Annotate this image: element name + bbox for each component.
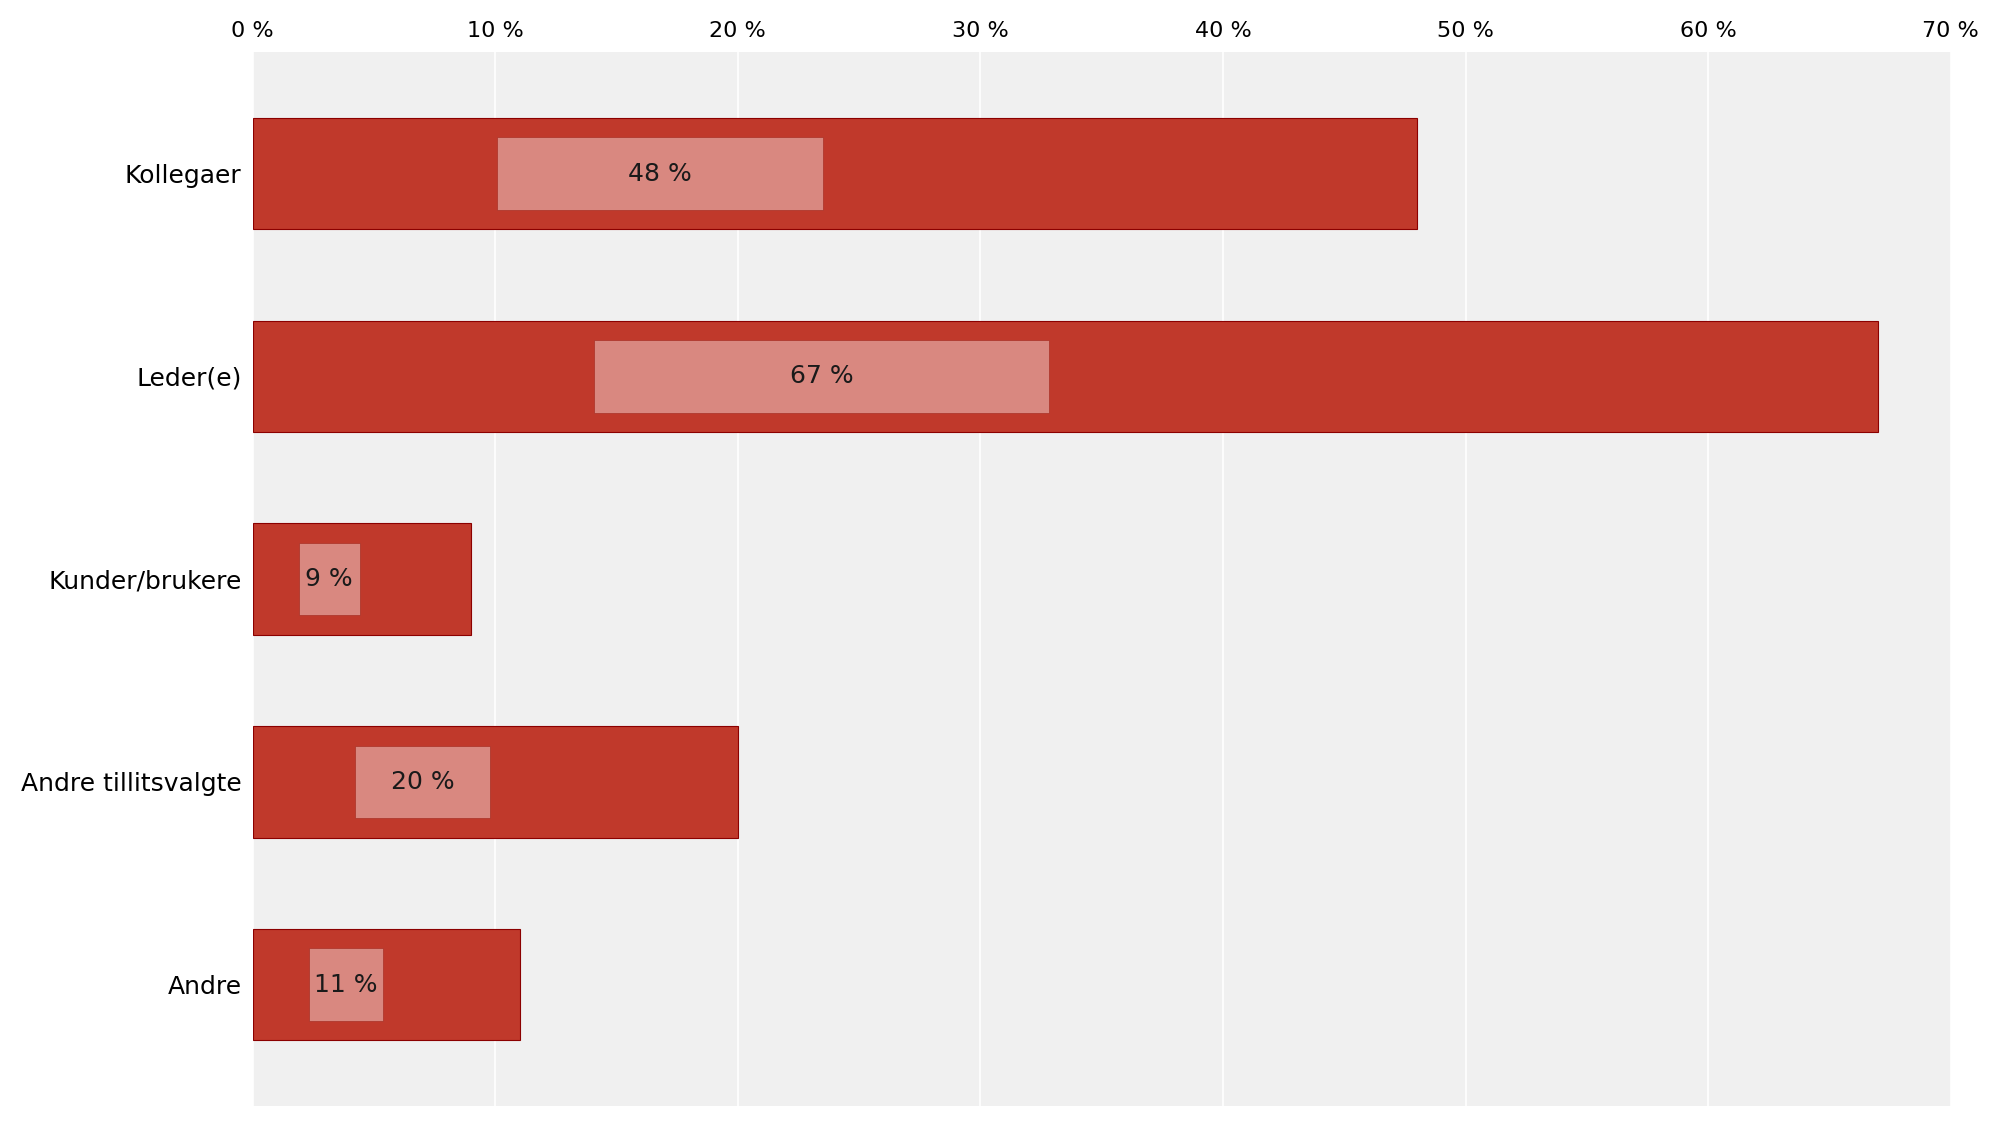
Bar	[252, 523, 472, 635]
FancyBboxPatch shape	[298, 543, 360, 615]
Bar	[252, 118, 1418, 229]
Text: 48 %: 48 %	[628, 161, 692, 186]
Text: 11 %: 11 %	[314, 973, 378, 996]
Bar	[252, 929, 520, 1040]
Bar	[252, 726, 738, 837]
FancyBboxPatch shape	[498, 137, 824, 210]
FancyBboxPatch shape	[354, 746, 490, 818]
Text: 9 %: 9 %	[306, 567, 352, 591]
Text: 67 %: 67 %	[790, 364, 854, 389]
FancyBboxPatch shape	[594, 340, 1050, 412]
FancyBboxPatch shape	[308, 948, 384, 1021]
Bar	[252, 320, 1878, 432]
Text: 20 %: 20 %	[390, 770, 454, 793]
